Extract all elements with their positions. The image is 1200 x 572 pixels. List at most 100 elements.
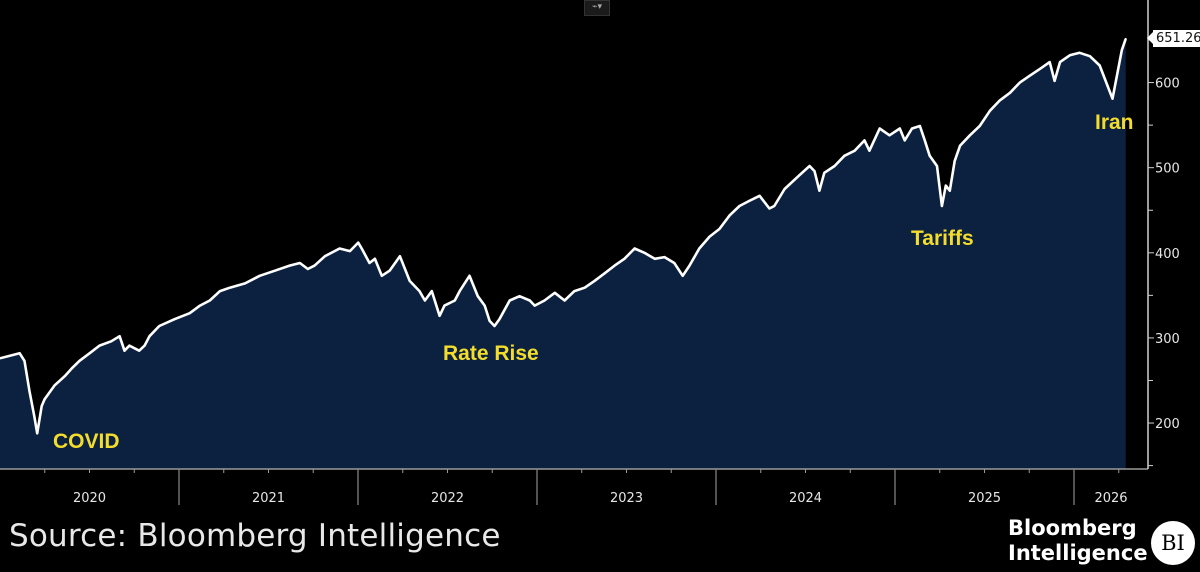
data-point bbox=[476, 295, 479, 298]
data-point bbox=[468, 274, 471, 277]
data-point bbox=[563, 299, 566, 302]
data-point bbox=[288, 264, 291, 267]
data-point bbox=[123, 349, 126, 352]
data-point bbox=[553, 291, 556, 294]
data-point bbox=[528, 299, 531, 302]
data-point bbox=[110, 340, 113, 343]
data-point bbox=[968, 134, 971, 137]
data-point bbox=[258, 274, 261, 277]
data-point bbox=[348, 250, 351, 253]
data-point bbox=[633, 247, 636, 250]
data-point bbox=[573, 290, 576, 293]
data-point bbox=[989, 109, 991, 112]
data-point bbox=[718, 228, 721, 230]
logo-line-2: Intelligence bbox=[1008, 541, 1148, 565]
data-point bbox=[438, 314, 441, 317]
data-point bbox=[36, 432, 39, 435]
data-point bbox=[1018, 81, 1021, 84]
data-point bbox=[357, 241, 360, 244]
data-point bbox=[138, 349, 141, 352]
data-point bbox=[593, 279, 596, 282]
data-point bbox=[33, 415, 36, 418]
data-point bbox=[863, 139, 866, 142]
bi-logo-badge: BI bbox=[1151, 521, 1195, 565]
data-point bbox=[298, 262, 301, 264]
data-point bbox=[843, 154, 846, 157]
data-point bbox=[1124, 37, 1127, 40]
data-point bbox=[603, 272, 606, 275]
data-point bbox=[798, 174, 801, 177]
data-point bbox=[978, 125, 981, 127]
last-value-tag: 651.26 bbox=[1147, 30, 1200, 47]
chart-type-button[interactable]: ⌁▾ bbox=[584, 0, 610, 16]
data-point bbox=[928, 154, 931, 157]
x-tick-label: 2026 bbox=[1094, 491, 1127, 506]
data-point bbox=[388, 269, 391, 272]
data-point bbox=[430, 290, 433, 293]
x-tick-label: 2025 bbox=[968, 491, 1001, 506]
data-point bbox=[688, 264, 691, 267]
annotation-covid: COVID bbox=[53, 430, 120, 453]
annotation-iran: Iran bbox=[1095, 111, 1134, 134]
data-point bbox=[273, 269, 276, 272]
data-point bbox=[708, 235, 711, 238]
y-tick-label: 600 bbox=[1155, 77, 1180, 92]
plot-area bbox=[0, 37, 1127, 470]
data-point bbox=[418, 290, 421, 293]
data-point bbox=[423, 299, 426, 302]
data-point bbox=[1048, 61, 1051, 64]
data-point bbox=[373, 257, 376, 260]
data-point bbox=[918, 125, 921, 127]
data-point bbox=[1078, 51, 1081, 54]
line-chart-icon: ⌁▾ bbox=[592, 2, 602, 12]
data-point bbox=[853, 149, 856, 152]
data-point bbox=[323, 255, 326, 258]
data-point bbox=[898, 127, 901, 130]
data-point bbox=[199, 304, 201, 307]
data-point bbox=[911, 127, 913, 130]
data-point bbox=[1068, 54, 1071, 57]
data-point bbox=[944, 184, 947, 187]
data-point bbox=[936, 165, 938, 167]
data-point bbox=[833, 165, 836, 167]
data-point bbox=[143, 344, 146, 347]
data-point bbox=[453, 299, 456, 302]
data-point bbox=[118, 335, 121, 338]
data-point bbox=[623, 257, 626, 260]
data-point bbox=[813, 170, 816, 173]
data-point bbox=[360, 247, 363, 250]
data-point bbox=[0, 357, 1, 360]
annotation-rate-rise: Rate Rise bbox=[443, 342, 539, 365]
bloomberg-intelligence-logo: Bloomberg Intelligence bbox=[1008, 516, 1148, 566]
data-point bbox=[613, 264, 616, 267]
data-point bbox=[70, 367, 73, 370]
data-point bbox=[953, 159, 956, 162]
data-point bbox=[738, 205, 741, 207]
data-point bbox=[583, 286, 586, 289]
data-point bbox=[53, 384, 56, 387]
data-point bbox=[28, 389, 31, 392]
data-point bbox=[1053, 79, 1056, 82]
data-point bbox=[306, 268, 309, 270]
data-point bbox=[1088, 55, 1091, 58]
data-point bbox=[681, 274, 684, 277]
data-point bbox=[1059, 61, 1061, 64]
y-tick-label: 500 bbox=[1155, 162, 1180, 177]
data-point bbox=[313, 264, 316, 267]
data-point bbox=[728, 214, 731, 217]
x-tick-label: 2021 bbox=[252, 491, 285, 506]
data-point bbox=[338, 247, 341, 250]
data-point bbox=[493, 325, 496, 327]
data-point bbox=[748, 199, 751, 202]
data-point bbox=[818, 189, 821, 192]
data-point bbox=[368, 262, 371, 264]
data-point bbox=[398, 255, 401, 258]
data-point bbox=[244, 282, 246, 285]
data-point bbox=[228, 286, 231, 289]
data-point bbox=[773, 205, 776, 207]
data-point bbox=[959, 144, 962, 147]
y-tick-label: 200 bbox=[1155, 417, 1180, 432]
data-point bbox=[498, 318, 501, 321]
data-point bbox=[1116, 69, 1119, 72]
